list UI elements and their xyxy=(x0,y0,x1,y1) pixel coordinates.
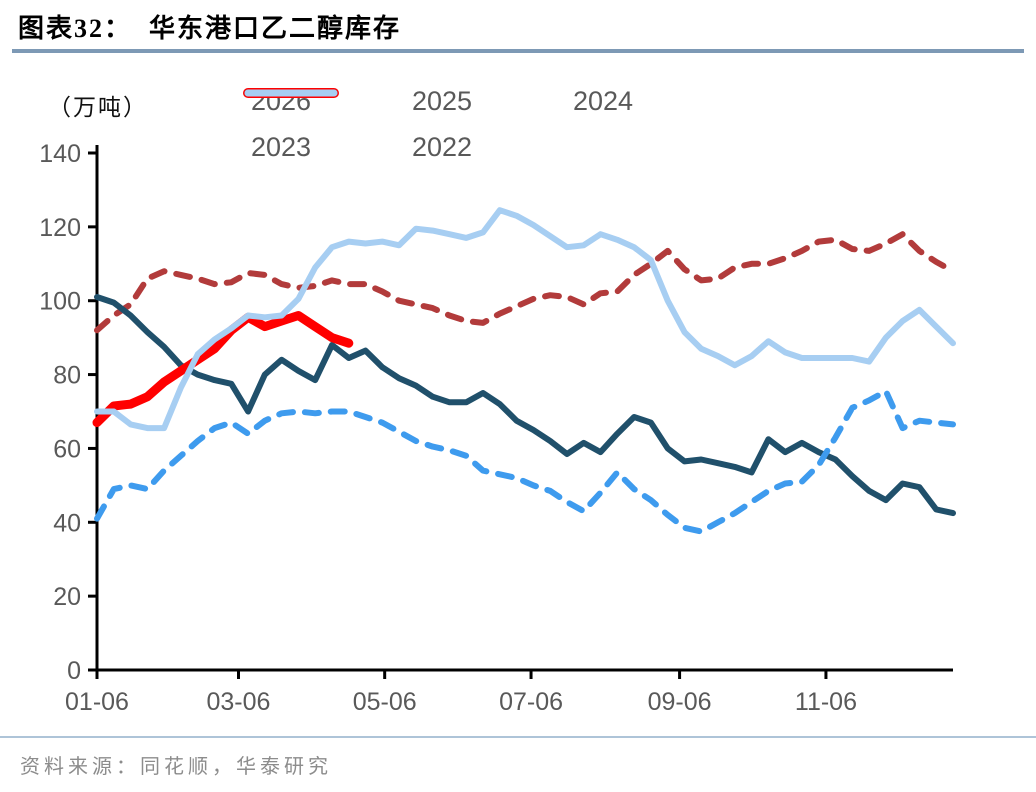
x-tick-label: 03-06 xyxy=(207,688,271,716)
y-tick-label: 80 xyxy=(53,362,81,390)
y-tick-label: 140 xyxy=(39,140,81,168)
y-tick-label: 100 xyxy=(39,288,81,316)
x-tick-label: 05-06 xyxy=(353,688,417,716)
y-tick-label: 60 xyxy=(53,435,81,463)
legend-label-2025: 2025 xyxy=(412,86,473,116)
y-tick-label: 0 xyxy=(67,657,81,685)
y-tick-label: 20 xyxy=(53,583,81,611)
legend-row: 2023 2022 xyxy=(243,89,726,163)
legend-label-2023: 2023 xyxy=(251,132,312,162)
footer-divider xyxy=(0,736,1036,738)
series-line-2025 xyxy=(94,388,956,535)
x-tick-label: 07-06 xyxy=(499,688,563,716)
legend: 2026 2025 2024 2023 2022 xyxy=(243,86,726,163)
legend-swatch-2022 xyxy=(244,89,338,97)
x-tick-label: 09-06 xyxy=(648,688,712,716)
legend-item-2025: 2025 xyxy=(244,86,565,117)
source-note: 资料来源：同花顺，华泰研究 xyxy=(20,756,332,778)
legend-label-2022: 2022 xyxy=(412,132,473,162)
title-underline xyxy=(12,49,1024,53)
x-tick-label: 01-06 xyxy=(65,688,129,716)
series-line-2026 xyxy=(92,311,354,428)
series-line-2022 xyxy=(94,207,956,432)
y-tick-label: 40 xyxy=(53,509,81,537)
x-tick-label: 11-06 xyxy=(795,688,857,716)
legend-item-2024: 2024 xyxy=(244,86,726,117)
y-axis-unit-label: （万吨） xyxy=(48,95,148,120)
y-tick-label: 120 xyxy=(39,214,81,242)
legend-item-2022: 2022 xyxy=(244,89,565,163)
legend-item-2023: 2023 xyxy=(243,89,404,163)
chart-svg: 0 20 40 60 80 100 120 140 01-06 03-06 05-06 07-06 09… xyxy=(39,140,956,716)
series-line-2024 xyxy=(94,294,956,517)
page-title: 图表32： 华东港口乙二醇库存 xyxy=(18,14,402,43)
legend-label-2024: 2024 xyxy=(573,86,634,116)
series-line-2023 xyxy=(94,231,956,334)
